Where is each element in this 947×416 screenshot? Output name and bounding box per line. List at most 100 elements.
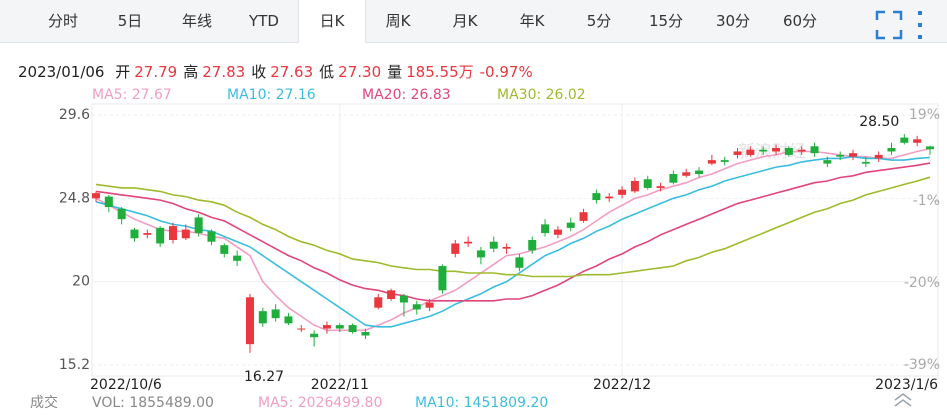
tab[interactable]: 月K — [452, 12, 478, 30]
volume-title: 成交 — [30, 394, 58, 411]
candle-body — [117, 208, 126, 220]
field-label: 开 — [115, 63, 131, 81]
ma-line — [95, 176, 931, 278]
candle-body — [207, 231, 216, 242]
candle-body — [425, 302, 434, 308]
tab[interactable]: 年线 — [181, 12, 212, 30]
candle-body — [823, 160, 832, 164]
candle-body — [720, 160, 729, 162]
candle-body — [322, 325, 331, 329]
tab[interactable]: 5分 — [586, 12, 612, 30]
candle-body — [605, 196, 614, 199]
candle-body — [143, 233, 152, 235]
plot-frame — [91, 103, 939, 377]
field-value: 27.79 — [134, 63, 178, 81]
candle-body — [900, 137, 909, 143]
candle-body — [836, 154, 845, 157]
collapse-icon[interactable] — [894, 393, 912, 407]
candle-body — [784, 147, 793, 155]
candle-body — [348, 325, 357, 333]
candle-body — [695, 170, 704, 175]
y2-tick-label: -39% — [904, 357, 940, 373]
candle-body — [310, 333, 319, 338]
candle-body — [592, 193, 601, 201]
candle-body — [374, 297, 383, 308]
candle-body — [528, 240, 537, 251]
high-annotation: 28.50 — [859, 114, 899, 130]
ma-line — [95, 155, 931, 328]
y2-tick-label: -20% — [904, 275, 940, 291]
volume-item: MA10: 1451809.20 — [415, 395, 548, 411]
field-label: 高 — [183, 63, 199, 81]
candle-body — [541, 224, 550, 234]
candle-body — [156, 227, 165, 244]
ma-line — [95, 147, 931, 332]
x-tick-label: 2022/12 — [593, 377, 651, 393]
candle-body — [682, 172, 691, 176]
y-tick-label: 20 — [72, 274, 90, 290]
field-value: 27.63 — [270, 63, 314, 81]
candle-body — [130, 229, 139, 239]
candle-body — [515, 257, 524, 268]
y2-tick-label: -1% — [913, 193, 940, 209]
candle-body — [874, 154, 883, 159]
candle-body — [643, 179, 652, 188]
x-tick-label: 2022/10/6 — [90, 377, 162, 393]
candle-body — [759, 149, 768, 152]
tab[interactable]: YTD — [249, 12, 279, 30]
change: -0.97% — [479, 63, 533, 81]
candle-body — [630, 180, 639, 192]
tab[interactable]: 分时 — [47, 12, 78, 30]
candle-body — [733, 151, 742, 155]
candle-body — [168, 226, 177, 240]
candle-body — [707, 160, 716, 164]
ma-line — [95, 162, 931, 302]
tab[interactable]: 30分 — [715, 12, 751, 30]
candle-body — [772, 147, 781, 152]
candle-body — [887, 147, 896, 152]
candle-body — [579, 212, 588, 221]
candle-body — [618, 189, 627, 195]
candle-body — [913, 139, 922, 143]
legend-entry: MA30: 26.02 — [497, 87, 586, 103]
expand-icon[interactable] — [0, 0, 947, 42]
field-label: 收 — [251, 63, 267, 81]
x-tick-label: 2022/11 — [311, 377, 369, 393]
candle-body — [271, 309, 280, 319]
candle-body — [233, 255, 242, 261]
candle-body — [194, 217, 203, 234]
candle-body — [438, 266, 447, 291]
candle-body — [476, 250, 485, 258]
tab-bar: 60分 30分 15分 5分 年K 月K 周K 日K YTD 年线 5日 分时 — [0, 0, 947, 43]
quote-date: 2023/01/06 — [18, 63, 105, 81]
legend-entry: MA5: 27.67 — [92, 87, 172, 103]
candle-body — [335, 325, 344, 329]
candle-body — [489, 241, 498, 249]
volume-item: MA5: 2026499.80 — [258, 395, 382, 411]
tab[interactable]: 年K — [519, 12, 545, 30]
candle-body — [861, 161, 870, 164]
y-tick-label: 15.2 — [59, 357, 90, 373]
quote-info: 2023/01/06 开 27.79 高 27.83 收 27.63 低 27.30 量 185.… — [18, 61, 539, 82]
tab[interactable]: 15分 — [648, 12, 684, 30]
candle-body — [451, 243, 460, 254]
candle-body — [810, 146, 819, 154]
field-value: 185.55万 — [406, 63, 474, 81]
candle-body — [361, 332, 370, 336]
field-label: 低 — [319, 63, 335, 81]
candle-body — [258, 311, 267, 324]
candle-body — [245, 297, 254, 345]
field-value: 27.30 — [338, 63, 382, 81]
candle-body — [92, 193, 100, 199]
tab[interactable]: 周K — [385, 12, 411, 30]
tab[interactable]: 60分 — [782, 12, 818, 30]
tab[interactable]: 5日 — [117, 12, 143, 30]
candle-body — [220, 245, 229, 254]
tab[interactable]: 日K — [298, 0, 366, 43]
candle-body — [284, 316, 293, 324]
candle-body — [553, 229, 562, 235]
low-annotation: 16.27 — [244, 369, 284, 385]
candle-body — [849, 153, 858, 157]
